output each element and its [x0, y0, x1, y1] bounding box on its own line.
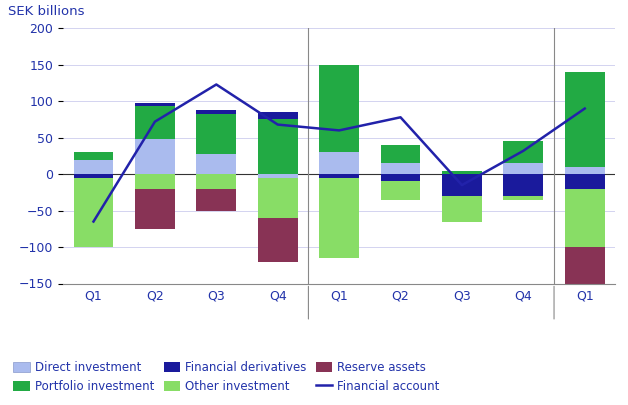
Bar: [381, 174, 421, 181]
Bar: [257, 174, 298, 178]
Bar: [257, 178, 298, 218]
Bar: [381, 181, 421, 200]
Bar: [197, 189, 236, 211]
Bar: [319, 152, 359, 174]
Bar: [197, 154, 236, 174]
Bar: [565, 247, 605, 302]
Bar: [442, 174, 482, 196]
Bar: [73, 152, 114, 160]
Bar: [442, 171, 482, 174]
Bar: [381, 163, 421, 174]
Bar: [319, 65, 359, 152]
Bar: [135, 139, 175, 174]
Bar: [442, 196, 482, 222]
Legend: Direct investment, Portfolio investment, Financial derivatives, Other investment: Direct investment, Portfolio investment,…: [13, 361, 439, 393]
Bar: [135, 103, 175, 107]
Bar: [135, 174, 175, 189]
Bar: [257, 112, 298, 119]
Bar: [565, 72, 605, 167]
Bar: [135, 189, 175, 229]
Bar: [73, 174, 114, 178]
Bar: [504, 196, 543, 200]
Bar: [565, 174, 605, 189]
Bar: [73, 160, 114, 174]
Bar: [504, 141, 543, 163]
Bar: [257, 119, 298, 174]
Bar: [565, 189, 605, 247]
Bar: [257, 218, 298, 262]
Text: SEK billions: SEK billions: [8, 5, 84, 18]
Bar: [565, 167, 605, 174]
Bar: [504, 163, 543, 174]
Bar: [197, 110, 236, 114]
Bar: [381, 145, 421, 163]
Bar: [319, 178, 359, 258]
Bar: [197, 114, 236, 154]
Bar: [197, 174, 236, 189]
Bar: [504, 174, 543, 196]
Bar: [73, 178, 114, 247]
Bar: [319, 174, 359, 178]
Bar: [135, 107, 175, 139]
